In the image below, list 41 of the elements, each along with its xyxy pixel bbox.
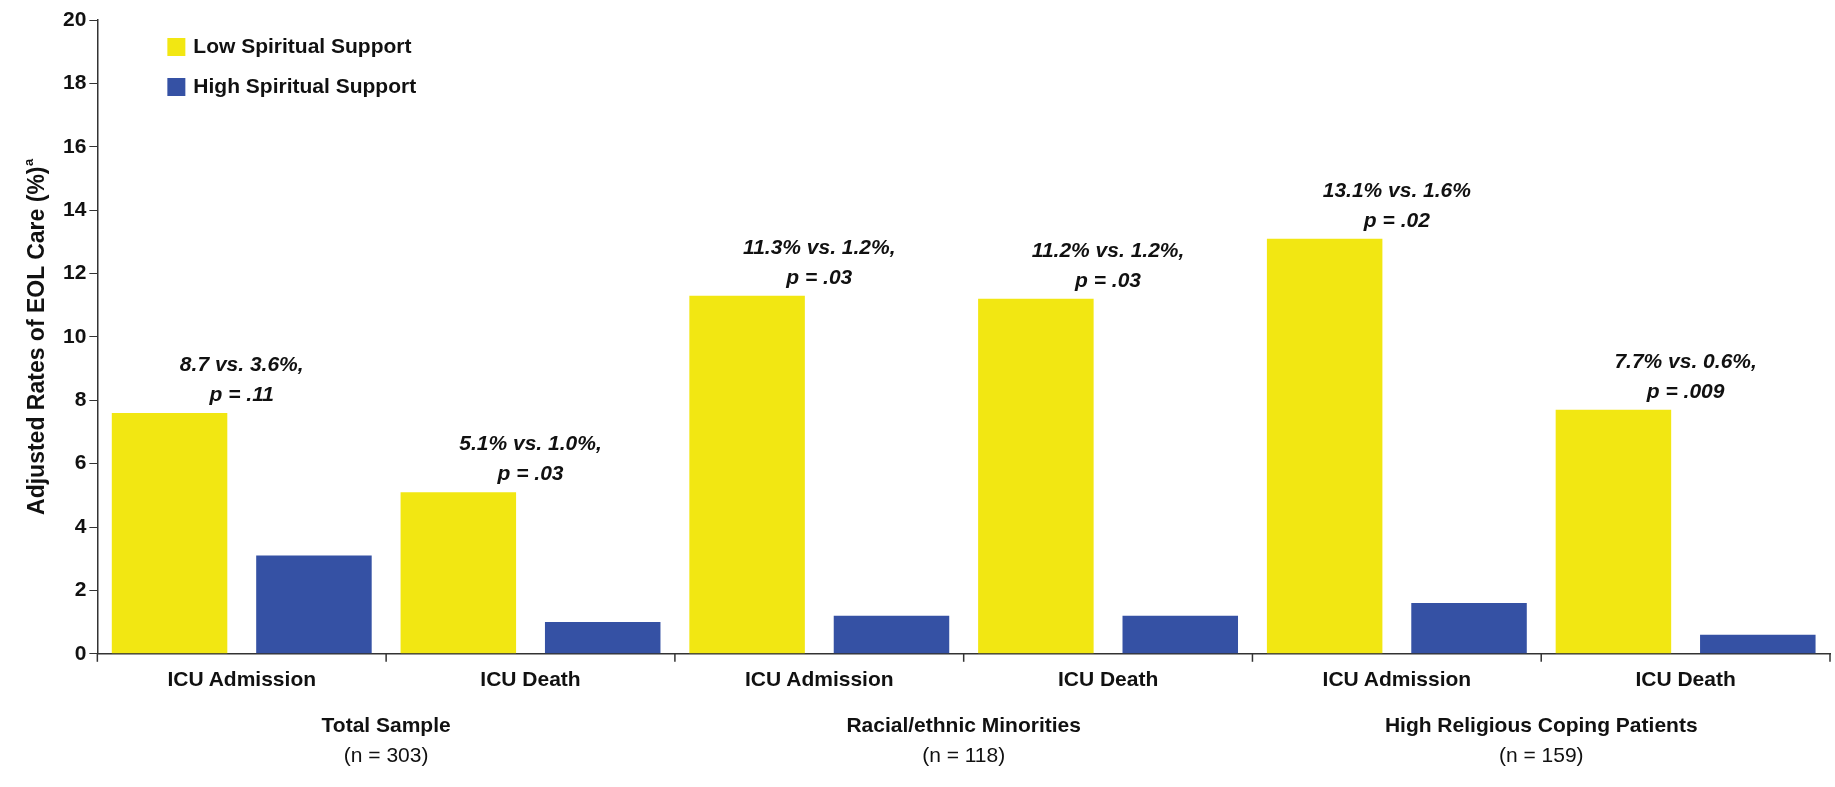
bar (1122, 615, 1239, 654)
text: High Religious Coping Patients (n = 159) (1384, 713, 1698, 767)
y-tick-label: 6 (74, 450, 87, 474)
annotation: 11.2% vs. 1.2%, p = .03 (1031, 237, 1185, 291)
bar (1555, 409, 1672, 654)
bar (400, 492, 517, 654)
x-tick-label: ICU Admission (1322, 667, 1472, 691)
bar (1266, 238, 1383, 654)
y-tick-label: 16 (63, 133, 87, 157)
x-tick-label: ICU Admission (167, 667, 317, 691)
x-tick-label: ICU Death (480, 667, 581, 691)
text: Total Sample (n = 303) (321, 713, 451, 767)
x-tick-label: ICU Admission (745, 667, 894, 691)
x-tick-label: ICU Death (1057, 667, 1159, 691)
annotation: 8.7 vs. 3.6%, p = .11 (179, 351, 304, 405)
bar (1700, 634, 1816, 654)
y-tick-label: 12 (63, 260, 87, 284)
bar (833, 615, 950, 654)
x-tick-label: ICU Death (1635, 667, 1736, 691)
y-tick-label: 2 (74, 577, 87, 601)
y-tick-label: 0 (74, 640, 87, 664)
y-axis-title: Adjusted Rates of EOL Care (%)a (20, 158, 50, 515)
annotation: 7.7% vs. 0.6%, p = .009 (1614, 348, 1757, 402)
annotation: 5.1% vs. 1.0%, p = .03 (459, 431, 602, 485)
y-tick-label: 14 (63, 196, 87, 220)
y-tick-label: 18 (63, 70, 87, 94)
bar (111, 412, 228, 654)
y-tick-label: 4 (74, 513, 87, 537)
text: Racial/ethnic Minorities (n = 118) (846, 713, 1081, 767)
legend-label: Low Spiritual Support (193, 33, 412, 57)
y-tick-label: 10 (63, 323, 87, 347)
bar (1411, 603, 1527, 654)
y-tick-label: 20 (63, 6, 87, 30)
annotation: 13.1% vs. 1.6% p = .02 (1322, 177, 1472, 231)
annotation: 11.3% vs. 1.2%, p = .03 (743, 234, 896, 288)
legend-label: High Spiritual Support (193, 73, 417, 97)
y-tick-label: 8 (74, 387, 87, 411)
bar (544, 622, 661, 654)
bar (689, 295, 805, 654)
bar (978, 298, 1094, 654)
bar (256, 555, 372, 654)
